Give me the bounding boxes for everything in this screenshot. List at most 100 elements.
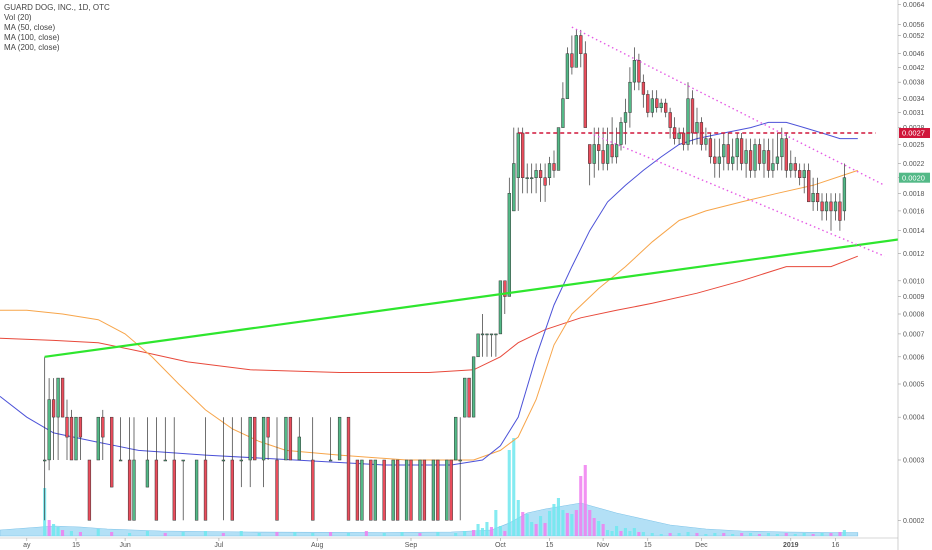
candle-32 xyxy=(288,416,293,461)
channel-lower-line xyxy=(589,132,885,257)
candle-body-43 xyxy=(391,459,395,521)
candle-body-14 xyxy=(127,459,132,521)
candle-body-72 xyxy=(538,170,543,178)
candle-63 xyxy=(498,280,503,335)
candle-127 xyxy=(784,133,788,178)
x-tick-label-2: Jun xyxy=(119,542,130,549)
legend-symbol: GUARD DOG, INC., 1D, OTC xyxy=(4,3,110,12)
candle-body-61 xyxy=(489,333,494,336)
x-tick-label-10: Dec xyxy=(695,542,708,549)
price-badge-label-0: 0.0027 xyxy=(902,129,925,138)
candle-body-103 xyxy=(677,132,681,139)
volume-bar-8 xyxy=(110,532,114,536)
chart-legend: GUARD DOG, INC., 1D, OTC Vol (20) MA (50… xyxy=(4,3,110,53)
candle-body-22 xyxy=(203,459,208,521)
candle-15 xyxy=(132,417,136,521)
candle-81 xyxy=(579,29,583,68)
candle-139 xyxy=(838,193,842,231)
candle-134 xyxy=(815,177,820,211)
candle-40 xyxy=(369,459,373,521)
volume-bar-11 xyxy=(163,533,167,536)
candle-body-0 xyxy=(43,459,47,462)
candle-body-140 xyxy=(842,177,847,212)
candle-body-1 xyxy=(47,399,51,461)
candle-58 xyxy=(476,333,480,358)
volume-bar-83 xyxy=(784,533,788,536)
candle-body-83 xyxy=(588,144,592,164)
candle-body-76 xyxy=(556,127,561,171)
candle-103 xyxy=(677,127,681,145)
x-tick-label-4: Aug xyxy=(311,542,324,549)
candle-body-34 xyxy=(311,459,315,521)
candle-body-73 xyxy=(543,177,547,186)
candle-112 xyxy=(717,138,721,178)
candle-body-139 xyxy=(838,201,842,221)
candle-125 xyxy=(775,133,780,171)
y-tick-label-6: 0.0034 xyxy=(903,96,925,103)
candle-body-110 xyxy=(708,138,713,158)
volume-bar-22 xyxy=(364,531,368,536)
candle-body-115 xyxy=(731,156,735,164)
candle-body-116 xyxy=(735,138,739,158)
candle-body-55 xyxy=(463,377,467,418)
candle-80 xyxy=(574,29,578,68)
candle-body-119 xyxy=(748,150,753,171)
candle-body-114 xyxy=(726,144,730,164)
candle-26 xyxy=(248,416,252,488)
candle-body-33 xyxy=(297,436,301,461)
candle-12 xyxy=(110,416,114,488)
candle-122 xyxy=(762,138,766,178)
candle-20 xyxy=(181,459,185,521)
candle-body-131 xyxy=(802,170,806,178)
candle-body-56 xyxy=(467,377,471,418)
candle-body-54 xyxy=(458,459,462,462)
volume-bar-56 xyxy=(592,518,596,536)
candle-44 xyxy=(395,459,400,521)
candle-77 xyxy=(561,82,565,128)
candle-body-100 xyxy=(664,102,668,113)
candle-body-133 xyxy=(811,193,815,203)
volume-bar-45 xyxy=(543,523,547,536)
candle-95 xyxy=(641,74,646,108)
candle-92 xyxy=(628,67,632,128)
volume-bar-12 xyxy=(181,532,185,536)
price-badge-0 xyxy=(899,128,930,138)
candle-117 xyxy=(739,133,744,171)
candle-body-94 xyxy=(637,60,641,83)
candle-56 xyxy=(467,377,471,418)
candle-body-118 xyxy=(744,150,748,164)
volume-bar-14 xyxy=(221,533,225,536)
candle-69 xyxy=(525,163,529,194)
candle-114 xyxy=(726,133,730,171)
volume-bar-65 xyxy=(632,528,636,536)
candle-body-97 xyxy=(650,98,654,113)
volume-bar-4 xyxy=(61,530,65,536)
volume-bar-49 xyxy=(561,510,565,536)
volume-bar-64 xyxy=(628,531,632,536)
volume-bar-53 xyxy=(579,476,583,536)
y-tick-label-12: 0.0018 xyxy=(903,191,925,198)
volume-bar-88 xyxy=(829,533,833,536)
volume-bar-78 xyxy=(740,533,744,536)
volume-bar-57 xyxy=(597,521,601,536)
volume-bar-20 xyxy=(329,532,333,536)
volume-bar-61 xyxy=(615,526,619,536)
candle-37 xyxy=(346,416,351,521)
volume-bar-82 xyxy=(775,534,779,536)
candle-60 xyxy=(485,333,489,357)
candle-body-27 xyxy=(253,416,257,461)
volume-bar-85 xyxy=(802,533,806,536)
volume-bar-15 xyxy=(239,531,243,536)
candle-body-68 xyxy=(521,132,525,178)
candle-body-87 xyxy=(605,144,610,164)
candle-115 xyxy=(731,138,735,171)
candle-body-129 xyxy=(793,163,797,171)
candle-59 xyxy=(480,314,485,357)
candle-body-19 xyxy=(172,459,176,521)
volume-bar-24 xyxy=(400,532,404,536)
candle-11 xyxy=(101,409,105,460)
candle-76 xyxy=(556,127,561,171)
candle-body-117 xyxy=(739,138,744,164)
candle-64 xyxy=(503,280,507,314)
